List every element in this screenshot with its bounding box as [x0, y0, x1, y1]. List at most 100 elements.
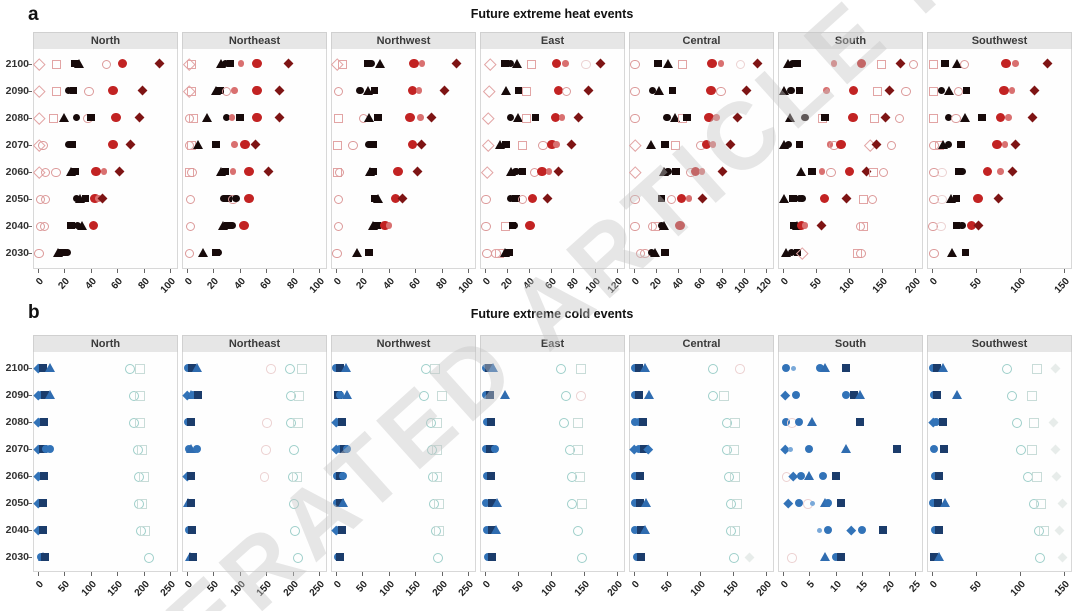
- marker-filled-circle-blue: [336, 391, 345, 399]
- marker-filled-circle-lightred: [553, 141, 560, 148]
- marker-open-circle-teal: [425, 418, 436, 428]
- x-tick-label: 150: [1052, 276, 1073, 296]
- marker-open-circle-teal: [722, 445, 733, 455]
- marker-filled-triangle-black: [216, 58, 227, 68]
- marker-filled-square-navy: [636, 553, 645, 561]
- marker-faint-diamond-gray: [1054, 525, 1065, 535]
- marker-open-diamond-pink: [481, 166, 494, 179]
- marker-open-circle-pink: [951, 113, 961, 124]
- x-tick-mark: [38, 269, 39, 273]
- marker-filled-triangle-blue: [854, 390, 865, 399]
- marker-open-circle-teal: [573, 526, 584, 536]
- marker-filled-circle-black: [64, 140, 73, 149]
- marker-filled-square-black: [502, 140, 510, 149]
- marker-filled-diamond-darkred: [553, 166, 564, 177]
- x-tick-mark: [809, 572, 811, 576]
- facet-plot-area: 0 50 100 150: [927, 49, 1072, 296]
- panel-a-label: a: [28, 4, 39, 25]
- marker-filled-circle-lightred: [228, 114, 236, 121]
- marker-open-square-pink: [187, 60, 197, 69]
- marker-filled-circle-red: [108, 85, 118, 96]
- marker-filled-circle-blue: [928, 499, 937, 507]
- x-tick-mark: [213, 269, 215, 273]
- marker-open-diamond-pink: [482, 139, 495, 152]
- marker-filled-circle-blue: [831, 553, 840, 561]
- y-axis-label: 2060: [5, 165, 29, 178]
- marker-filled-circle-blue: [930, 472, 939, 480]
- marker-open-circle-teal: [292, 553, 303, 563]
- marker-filled-triangle-blue: [491, 498, 502, 507]
- marker-filled-circle-black: [64, 86, 73, 95]
- marker-filled-square-black: [821, 113, 829, 122]
- marker-open-circle-pink: [333, 86, 344, 97]
- marker-open-circle-pink: [40, 167, 51, 178]
- marker-filled-circle-red: [240, 139, 250, 150]
- x-tick-label: 150: [870, 276, 891, 296]
- marker-filled-circle-lightred: [818, 168, 826, 175]
- marker-faint-diamond-gray: [1048, 417, 1059, 427]
- marker-filled-square-black: [71, 167, 79, 176]
- marker-filled-diamond-darkred: [542, 193, 553, 204]
- marker-filled-square-black: [793, 59, 802, 68]
- marker-filled-circle-black: [220, 194, 228, 203]
- marker-filled-circle-red: [973, 193, 983, 204]
- marker-filled-square-black: [978, 113, 986, 122]
- marker-filled-square-navy: [940, 445, 949, 453]
- marker-filled-circle-lightred: [562, 60, 569, 67]
- marker-filled-diamond-darkred: [283, 58, 294, 69]
- marker-filled-diamond-darkred: [741, 85, 752, 96]
- marker-filled-circle-red: [252, 85, 262, 96]
- y-tick-mark: [28, 117, 32, 119]
- marker-filled-circle-red: [550, 112, 561, 123]
- y-tick-mark: [28, 368, 32, 369]
- x-tick-mark: [518, 572, 519, 576]
- marker-filled-circle-red: [701, 139, 712, 150]
- marker-filled-circle-lightred: [558, 114, 566, 121]
- x-tick-mark: [634, 572, 635, 576]
- x-tick-mark: [849, 269, 850, 273]
- marker-filled-square-black: [952, 221, 961, 230]
- facet-plot-area: 0 50 100 150 200 250: [28, 352, 178, 599]
- marker-filled-square-navy: [40, 418, 49, 426]
- marker-filled-square-black: [505, 248, 513, 257]
- marker-filled-circle-red: [707, 58, 717, 69]
- marker-filled-square-navy: [831, 472, 840, 480]
- marker-open-square-pink: [522, 114, 532, 123]
- marker-open-circle-faint: [937, 194, 947, 205]
- marker-filled-square-black: [657, 194, 666, 203]
- marker-filled-circle-black: [958, 167, 966, 176]
- marker-filled-diamond-blue: [847, 525, 857, 535]
- marker-filled-circle-red: [409, 58, 419, 69]
- marker-open-circle-teal: [707, 364, 718, 374]
- marker-filled-square-navy: [933, 364, 942, 372]
- facet-plot-area: 0 50 100 150 200: [629, 352, 774, 599]
- marker-filled-diamond-darkred: [451, 58, 462, 69]
- marker-filled-square-navy: [38, 364, 47, 372]
- marker-open-diamond-pink: [796, 247, 809, 260]
- marker-open-circle-teal: [1001, 364, 1012, 374]
- marker-filled-circle-black: [510, 221, 519, 230]
- marker-filled-triangle-blue: [490, 525, 501, 534]
- marker-filled-diamond-darkred: [725, 139, 736, 150]
- facet-plot-area: 0 50 100 150 200 250: [331, 352, 476, 599]
- marker-filled-square-navy: [837, 499, 846, 507]
- marker-open-square-pink: [526, 60, 536, 69]
- marker-filled-square-navy: [635, 499, 644, 507]
- marker-filled-circle-red: [676, 193, 687, 204]
- marker-filled-triangle-black: [938, 139, 949, 149]
- x-tick-mark: [733, 572, 734, 576]
- marker-open-square-lightteal: [437, 391, 448, 401]
- marker-filled-square-black: [226, 59, 235, 68]
- marker-filled-diamond-darkred: [841, 193, 852, 204]
- marker-filled-triangle-black: [192, 139, 203, 149]
- marker-filled-circle-blue: [635, 445, 644, 453]
- marker-filled-square-black: [654, 59, 662, 68]
- marker-filled-circle-red: [525, 220, 535, 231]
- x-tick-mark: [187, 572, 188, 576]
- marker-filled-square-navy: [486, 391, 495, 399]
- marker-filled-circle-lightred: [417, 114, 424, 121]
- x-tick-mark: [336, 572, 337, 576]
- marker-open-square-lightteal: [432, 472, 443, 482]
- marker-filled-square-black: [374, 113, 382, 122]
